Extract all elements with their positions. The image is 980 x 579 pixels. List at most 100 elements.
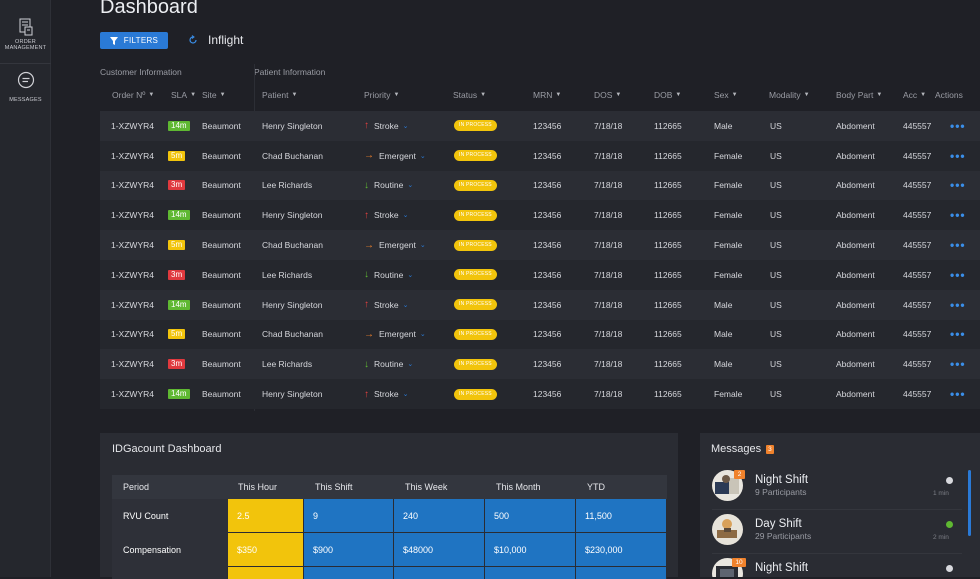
col-sex[interactable]: Sex ▼ — [714, 90, 738, 100]
chevron-down-icon[interactable]: ⌄ — [407, 271, 414, 279]
more-actions-icon[interactable]: ••• — [950, 148, 966, 163]
priority-arrow-icon: → — [364, 239, 374, 251]
filters-button[interactable]: FILTERS — [100, 32, 168, 49]
sidebar-item-order-management[interactable]: ORDER MANAGEMENT — [0, 18, 51, 51]
patient-name-cell: Henry Singleton — [262, 299, 323, 310]
priority-cell[interactable]: → Emergent ⌄ — [364, 320, 426, 350]
row-actions-cell: ••• — [950, 379, 966, 409]
more-actions-icon[interactable]: ••• — [950, 208, 966, 223]
priority-cell[interactable]: → Emergent ⌄ — [364, 230, 426, 260]
status-badge: IN PROCESS — [454, 358, 497, 370]
caret-down-icon: ▼ — [555, 92, 562, 98]
col-site[interactable]: Site ▼ — [202, 90, 226, 100]
more-actions-icon[interactable]: ••• — [950, 357, 966, 372]
idg-head-period: Period — [123, 482, 150, 492]
site-cell: Beaumont — [202, 150, 241, 161]
idg-value-cell: 240 — [394, 499, 485, 533]
status-badge: IN PROCESS — [454, 269, 497, 281]
accession-cell: 445557 — [903, 180, 932, 191]
body-part-cell: Abdoment — [836, 150, 875, 161]
table-row[interactable]: 1-XZWYR4 5m Beaumont Chad Buchanan → Emergent… — [100, 319, 980, 350]
site-cell: Beaumont — [202, 359, 241, 370]
col-acc[interactable]: Acc ▼ — [903, 90, 927, 100]
table-row[interactable]: 1-XZWYR4 3m Beaumont Lee Richards ↓ Routine ⌄ I… — [100, 259, 980, 290]
col-order[interactable]: Order Nº ▼ — [112, 90, 155, 100]
chevron-down-icon[interactable]: ⌄ — [402, 212, 409, 220]
priority-label: Stroke — [374, 210, 399, 221]
message-item[interactable]: 10 Night Shift — [712, 558, 962, 577]
more-actions-icon[interactable]: ••• — [950, 178, 966, 193]
inflight-view[interactable]: Inflight — [188, 33, 243, 47]
caret-down-icon: ▼ — [731, 92, 738, 98]
table-row[interactable]: 1-XZWYR4 3m Beaumont Lee Richards ↓ Routine ⌄ I… — [100, 170, 980, 201]
message-item[interactable]: Day Shift 29 Participants 2 min — [712, 514, 962, 552]
more-actions-icon[interactable]: ••• — [950, 297, 966, 312]
col-mrn[interactable]: MRN ▼ — [533, 90, 562, 100]
chevron-down-icon[interactable]: ⌄ — [402, 301, 409, 309]
more-actions-icon[interactable]: ••• — [950, 118, 966, 133]
col-bodypart[interactable]: Body Part ▼ — [836, 90, 883, 100]
chevron-down-icon[interactable]: ⌄ — [419, 242, 426, 250]
table-row[interactable]: 1-XZWYR4 14m Beaumont Henry Singleton ↑ Strok… — [100, 379, 980, 409]
chevron-down-icon[interactable]: ⌄ — [419, 152, 426, 160]
order-number-cell: 1-XZWYR4 — [111, 359, 154, 370]
priority-cell[interactable]: ↑ Stroke ⌄ — [364, 290, 408, 320]
col-priority[interactable]: Priority ▼ — [364, 90, 400, 100]
priority-cell[interactable]: ↓ Routine ⌄ — [364, 349, 413, 379]
table-row[interactable]: 1-XZWYR4 5m Beaumont Chad Buchanan → Emergent… — [100, 230, 980, 260]
accession-cell: 445557 — [903, 329, 932, 340]
chevron-down-icon[interactable]: ⌄ — [419, 331, 426, 339]
col-dob[interactable]: DOB ▼ — [654, 90, 682, 100]
col-actions: Actions — [935, 90, 963, 100]
dos-cell: 7/18/18 — [594, 299, 623, 310]
site-cell: Beaumont — [202, 299, 241, 310]
priority-label: Routine — [374, 180, 404, 191]
priority-cell[interactable]: ↑ Stroke ⌄ — [364, 200, 408, 230]
chevron-down-icon[interactable]: ⌄ — [407, 182, 414, 190]
priority-cell[interactable]: ↑ Stroke ⌄ — [364, 379, 408, 409]
idg-row-label: RVU Count — [112, 499, 228, 533]
more-actions-icon[interactable]: ••• — [950, 267, 966, 282]
col-modality[interactable]: Modality ▼ — [769, 90, 810, 100]
table-row[interactable]: 1-XZWYR4 3m Beaumont Lee Richards ↓ Routine ⌄ I… — [100, 349, 980, 380]
table-row[interactable]: 1-XZWYR4 14m Beaumont Henry Singleton ↑ Strok… — [100, 111, 980, 141]
messages-scrollbar[interactable] — [968, 470, 971, 536]
idg-value-cell: 2.5 — [228, 499, 304, 533]
priority-cell[interactable]: ↓ Routine ⌄ — [364, 260, 413, 290]
dos-cell: 7/18/18 — [594, 210, 623, 221]
col-dos[interactable]: DOS ▼ — [594, 90, 622, 100]
sidebar-item-messages[interactable]: MESSAGES — [0, 71, 51, 103]
caret-down-icon: ▼ — [291, 92, 298, 98]
more-actions-icon[interactable]: ••• — [950, 238, 966, 253]
chevron-down-icon[interactable]: ⌄ — [402, 122, 409, 130]
sla-badge: 14m — [168, 389, 190, 400]
row-actions-cell: ••• — [950, 230, 966, 260]
dos-cell: 7/18/18 — [594, 329, 623, 340]
idg-partial-cell — [304, 567, 394, 579]
message-item[interactable]: 2 Night Shift 9 Participants 1 min — [712, 470, 962, 508]
dob-cell: 112665 — [654, 150, 682, 161]
col-patient[interactable]: Patient ▼ — [262, 90, 298, 100]
site-cell: Beaumont — [202, 210, 241, 221]
table-row[interactable]: 1-XZWYR4 14m Beaumont Henry Singleton ↑ Strok… — [100, 289, 980, 320]
orders-table: 1-XZWYR4 14m Beaumont Henry Singleton ↑ Strok… — [100, 111, 980, 409]
dob-cell: 112665 — [654, 389, 682, 400]
idg-value-cell: $900 — [304, 533, 394, 567]
row-actions-cell: ••• — [950, 141, 966, 171]
avatar-image-icon — [716, 566, 738, 577]
row-actions-cell: ••• — [950, 260, 966, 290]
table-row[interactable]: 1-XZWYR4 14m Beaumont Henry Singleton ↑ Strok… — [100, 200, 980, 231]
mrn-cell: 123456 — [533, 150, 562, 161]
priority-cell[interactable]: → Emergent ⌄ — [364, 141, 426, 171]
site-cell: Beaumont — [202, 180, 241, 191]
col-sla[interactable]: SLA ▼ — [171, 90, 197, 100]
priority-cell[interactable]: ↑ Stroke ⌄ — [364, 111, 408, 141]
priority-cell[interactable]: ↓ Routine ⌄ — [364, 171, 413, 201]
chevron-down-icon[interactable]: ⌄ — [402, 391, 409, 399]
table-row[interactable]: 1-XZWYR4 5m Beaumont Chad Buchanan → Emergent… — [100, 140, 980, 171]
more-actions-icon[interactable]: ••• — [950, 327, 966, 342]
col-status[interactable]: Status ▼ — [453, 90, 487, 100]
chevron-down-icon[interactable]: ⌄ — [407, 361, 414, 369]
unread-badge: 2 — [734, 470, 745, 479]
more-actions-icon[interactable]: ••• — [950, 387, 966, 402]
